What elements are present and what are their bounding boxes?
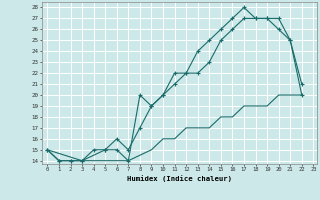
X-axis label: Humidex (Indice chaleur): Humidex (Indice chaleur): [127, 175, 232, 182]
